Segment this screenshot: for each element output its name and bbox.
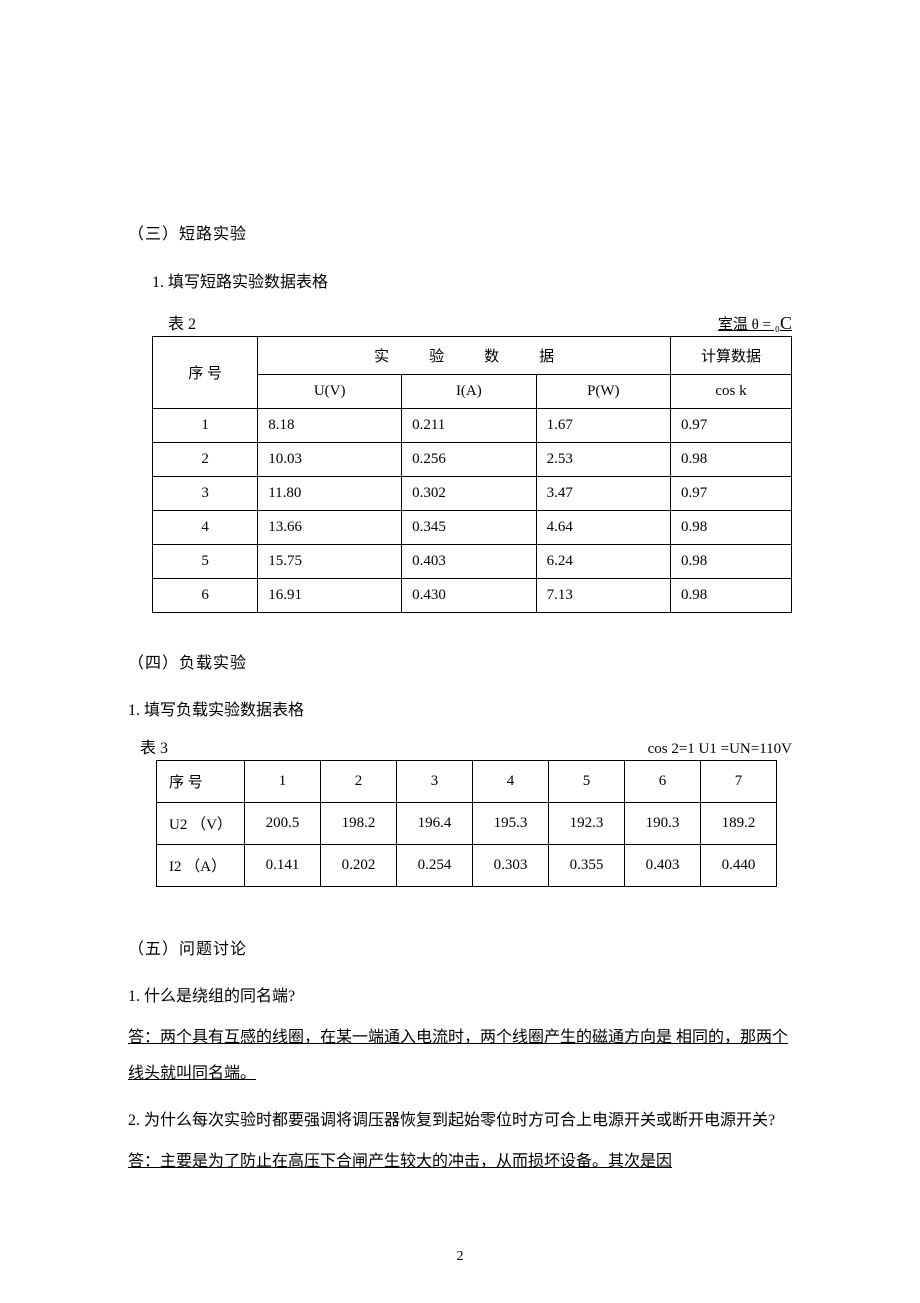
table3-label: 表 3: [140, 734, 168, 758]
room-temp: 室温 θ = ₀: [718, 313, 792, 334]
table-row: U2 （V） 200.5 198.2 196.4 195.3 192.3 190…: [157, 803, 777, 845]
table-row: 5 15.75 0.403 6.24 0.98: [153, 545, 792, 579]
question-1: 1. 什么是绕组的同名端?: [128, 983, 792, 1010]
table-row: 1 8.18 0.211 1.67 0.97: [153, 409, 792, 443]
th-calc: 计算数据: [671, 337, 792, 375]
table-row: 3 11.80 0.302 3.47 0.97: [153, 477, 792, 511]
answer-1: 答：两个具有互感的线圈，在某一端通入电流时，两个线圈产生的磁通方向是 相同的，那…: [128, 1020, 792, 1090]
question-2: 2. 为什么每次实验时都要强调将调压器恢复到起始零位时方可合上电源开关或断开电源…: [128, 1107, 792, 1134]
table-row: I2 （A） 0.141 0.202 0.254 0.303 0.355 0.4…: [157, 845, 777, 887]
th-seq: 序 号: [153, 337, 258, 409]
short-circuit-table: 序 号 实验数据 计算数据 U(V) I(A) P(W) cos k 1 8.1…: [152, 336, 792, 613]
th-p: P(W): [536, 375, 670, 409]
table-row: 6 16.91 0.430 7.13 0.98: [153, 579, 792, 613]
table2-label: 表 2: [168, 310, 196, 334]
section4-title: （四）负载实验: [128, 649, 792, 673]
th-seq2: 序 号: [157, 761, 245, 803]
section4-subtitle: 1. 填写负载实验数据表格: [128, 697, 792, 724]
load-test-table: 序 号 1 2 3 4 5 6 7 U2 （V） 200.5 198.2 196…: [156, 760, 777, 887]
page-number: 2: [0, 1249, 920, 1265]
section5-title: （五）问题讨论: [128, 935, 792, 959]
table-row: 4 13.66 0.345 4.64 0.98: [153, 511, 792, 545]
answer-2: 答：主要是为了防止在高压下合闸产生较大的冲击，从而损坏设备。其次是因: [128, 1144, 792, 1179]
th-cos: cos k: [671, 375, 792, 409]
th-exp: 实验数据: [258, 337, 671, 375]
table-row: 2 10.03 0.256 2.53 0.98: [153, 443, 792, 477]
th-i: I(A): [402, 375, 537, 409]
section3-title: （三）短路实验: [128, 220, 792, 244]
table3-condition: cos 2=1 U1 =UN=110V: [648, 741, 792, 758]
section3-subtitle: 1. 填写短路实验数据表格: [152, 268, 792, 292]
th-u: U(V): [258, 375, 402, 409]
